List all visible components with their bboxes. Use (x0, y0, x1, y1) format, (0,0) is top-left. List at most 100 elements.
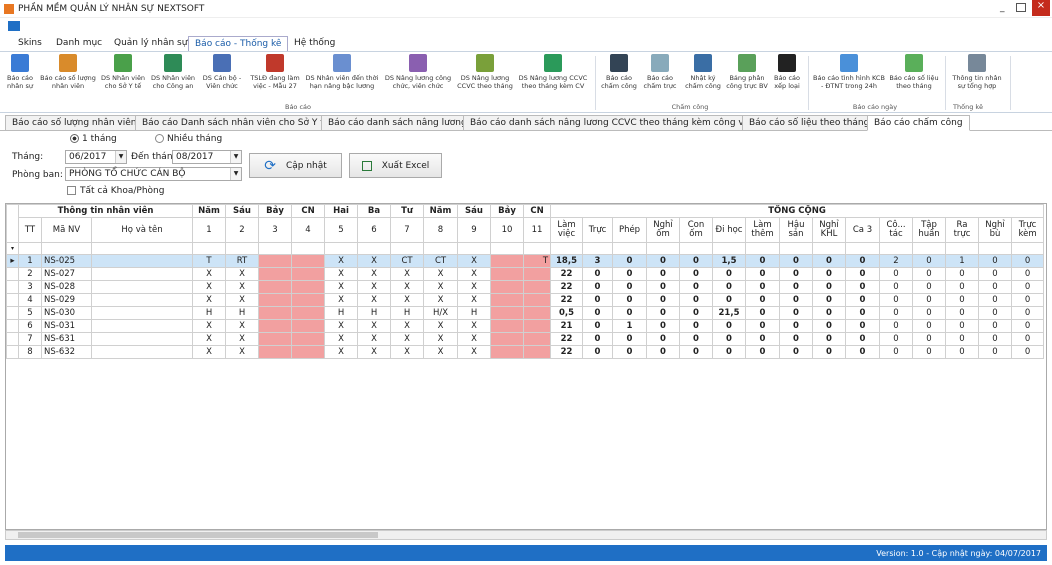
filter-cell[interactable] (582, 242, 614, 255)
filter-cell[interactable] (879, 242, 914, 255)
filter-cell[interactable] (90, 242, 194, 255)
ribbon-button[interactable]: DS Nhân viên cho Sở Y tế (100, 54, 146, 90)
total-cell: 0 (745, 345, 781, 359)
filter-cell[interactable] (18, 242, 42, 255)
filter-cell[interactable] (1011, 242, 1045, 255)
total-cell: 0 (945, 280, 980, 294)
dropdown-arrow[interactable]: ▼ (230, 151, 241, 163)
menu-tab[interactable]: Danh mục (56, 38, 103, 48)
filter-cell[interactable] (357, 242, 392, 255)
ribbon-button[interactable]: Báo cáo chấm công (600, 54, 638, 90)
filter-cell[interactable] (646, 242, 681, 255)
ribbon-button[interactable]: Báo cáo nhân sự (2, 54, 38, 90)
document-tab[interactable]: Báo cáo danh sách nâng lương CCVC theo t… (463, 115, 762, 131)
grid-row[interactable]: 5 NS-030 H H H H H H/X H 0,5 0 0 0 0 21,5 0 0 0 0 0 0 0 0 0 (6, 306, 1045, 320)
filter-cell[interactable] (225, 242, 260, 255)
horizontal-scrollbar[interactable] (5, 530, 1047, 540)
day-cell: X (423, 267, 459, 281)
ribbon-button[interactable]: Báo cáo chấm trực (641, 54, 679, 90)
column-header: Ca 3 (845, 217, 881, 243)
grid-row[interactable]: 4 NS-029 X X X X X X X 22 0 0 0 0 0 0 0 0 0 0 0 0 0 0 (6, 293, 1045, 307)
total-cell: 0 (745, 306, 781, 320)
document-tab[interactable]: Báo cáo số liệu theo tháng (742, 115, 877, 131)
ribbon-button[interactable]: Báo cáo số lượng nhân viên (40, 54, 96, 90)
filter-cell[interactable] (550, 242, 584, 255)
employee-name (90, 254, 194, 268)
filter-cell[interactable] (523, 242, 552, 255)
radio-checked[interactable] (70, 134, 79, 143)
filter-cell[interactable] (457, 242, 492, 255)
filter-cell[interactable] (291, 242, 326, 255)
menu-tab[interactable]: Skins (18, 38, 42, 48)
filter-cell[interactable] (845, 242, 881, 255)
document-tab[interactable]: Báo cáo Danh sách nhân viên cho Sở Y tế (135, 115, 337, 131)
ribbon-button[interactable]: Báo cáo xếp loại (770, 54, 804, 90)
close[interactable]: × (1032, 0, 1050, 16)
total-cell: 0 (679, 293, 714, 307)
grid-row[interactable]: 2 NS-027 X X X X X X X 22 0 0 0 0 0 0 0 0 0 0 0 0 0 0 (6, 267, 1045, 281)
grid-row[interactable]: 8 NS-632 X X X X X X X 22 0 0 0 0 0 0 0 0 0 0 0 0 0 0 (6, 345, 1045, 359)
filter-cell[interactable] (945, 242, 980, 255)
grid-row[interactable]: 3 NS-028 X X X X X X X 22 0 0 0 0 0 0 0 0 0 0 0 0 0 0 (6, 280, 1045, 294)
employee-id: NS-631 (41, 332, 92, 346)
filter-cell[interactable] (745, 242, 781, 255)
grid-row[interactable]: ▸ 1 NS-025 T RT X X CT CT X T 18,5 3 0 0 0 1,5 0 0 0 0 2 0 1 0 0 (6, 254, 1045, 268)
ribbon-button[interactable]: Báo cáo tình hình KCB - ĐTNT trong 24h (812, 54, 886, 90)
filter-cell[interactable] (423, 242, 459, 255)
ribbon-button[interactable]: DS Nhân viên đến thời hạn nâng bậc lương (303, 54, 381, 90)
menu-tab[interactable]: Quản lý nhân sự (114, 38, 188, 48)
document-tab[interactable]: Báo cáo số lượng nhân viên (5, 115, 144, 131)
radio[interactable] (155, 134, 164, 143)
ribbon-button[interactable]: Bảng phân công trực BV (726, 54, 768, 90)
excel-icon (361, 160, 372, 171)
ribbon-button[interactable]: TSLĐ đang làm việc - Mẫu 27 (248, 54, 302, 90)
header-cell (6, 204, 19, 243)
scroll-thumb[interactable] (18, 532, 378, 538)
filter-cell[interactable] (192, 242, 227, 255)
maximize[interactable] (1016, 3, 1026, 12)
filter-cell[interactable] (679, 242, 714, 255)
button-label: Báo cáo nhân sự (6, 74, 34, 90)
checkbox[interactable] (67, 186, 76, 195)
grid-row[interactable]: 7 NS-631 X X X X X X X 22 0 0 0 0 0 0 0 0 0 0 0 0 0 0 (6, 332, 1045, 346)
minimize[interactable]: _ (1000, 3, 1005, 13)
ribbon-button[interactable]: DS Cán bộ - Viên chức (198, 54, 246, 90)
menu-tab[interactable]: Báo cáo - Thống kê (188, 36, 289, 52)
document-tab[interactable]: Báo cáo chấm công (867, 115, 970, 131)
menu-tab[interactable]: Hệ thống (294, 38, 336, 48)
ribbon-button[interactable]: Thông tin nhân sự tổng hợp (948, 54, 1006, 90)
document-tab[interactable]: Báo cáo danh sách nâng lương (321, 115, 474, 131)
update-button[interactable]: ⟳ Cập nhật (249, 153, 342, 178)
filter-cell[interactable] (258, 242, 293, 255)
dropdown-arrow[interactable]: ▼ (230, 168, 241, 180)
filter-cell[interactable] (41, 242, 92, 255)
filter-cell[interactable]: ▾ (6, 242, 19, 255)
ribbon-button[interactable]: Báo cáo số liệu theo tháng (888, 54, 940, 90)
dept-select[interactable]: PHÒNG TỔ CHỨC CÁN BỘ ▼ (65, 167, 242, 181)
total-cell: 0 (779, 306, 814, 320)
ribbon-button[interactable]: DS Nâng lương CCVC theo tháng kèm CV (516, 54, 590, 90)
to-month-input[interactable]: 08/2017 ▼ (172, 150, 242, 164)
filter-cell[interactable] (978, 242, 1013, 255)
field-label: Đến tháng: (131, 152, 182, 162)
filter-cell[interactable] (324, 242, 359, 255)
filter-cell[interactable] (779, 242, 814, 255)
quick-access[interactable] (8, 21, 20, 31)
ribbon-button[interactable]: DS Nâng lương công chức, viên chức (382, 54, 454, 90)
export-button[interactable]: Xuất Excel (349, 153, 442, 178)
day-cell: X (457, 267, 492, 281)
filter-cell[interactable] (812, 242, 847, 255)
filter-cell[interactable] (612, 242, 648, 255)
month-input[interactable]: 06/2017 ▼ (65, 150, 127, 164)
row-number: 8 (18, 345, 42, 359)
filter-cell[interactable] (490, 242, 525, 255)
filter-cell[interactable] (912, 242, 947, 255)
ribbon-button[interactable]: Nhật ký chấm công (682, 54, 724, 90)
dropdown-arrow[interactable]: ▼ (115, 151, 126, 163)
ribbon-button[interactable]: DS Nâng lương CCVC theo tháng (455, 54, 515, 90)
grid-row[interactable]: 6 NS-031 X X X X X X X 21 0 1 0 0 0 0 0 0 0 0 0 0 0 0 (6, 319, 1045, 333)
filter-cell[interactable] (712, 242, 747, 255)
ribbon-button[interactable]: DS Nhân viên cho Công an (150, 54, 196, 90)
employee-name (90, 319, 194, 333)
filter-cell[interactable] (390, 242, 425, 255)
